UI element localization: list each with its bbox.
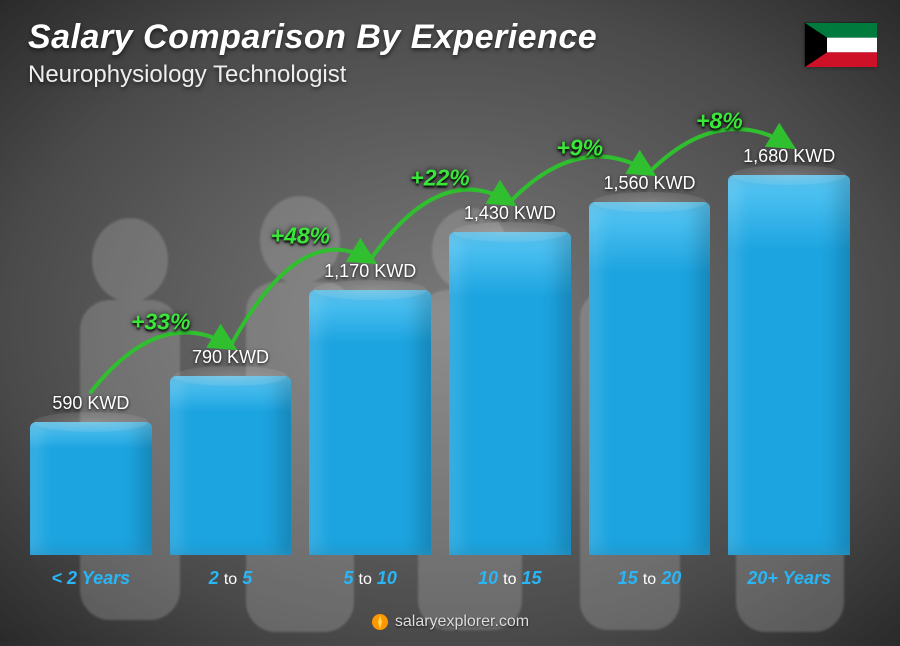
kuwait-flag-icon <box>804 22 876 66</box>
bar-value-label: 1,430 KWD <box>464 203 556 224</box>
bar <box>309 290 431 555</box>
footer-site-text: salaryexplorer.com <box>395 613 529 631</box>
x-axis-label: 20+ Years <box>728 568 850 589</box>
bar-value-label: 1,680 KWD <box>743 146 835 167</box>
bar-slot: 790 KWD <box>170 347 292 555</box>
bar-value-label: 1,170 KWD <box>324 261 416 282</box>
bar-slot: 1,430 KWD <box>449 203 571 555</box>
x-axis-label: 15 to 20 <box>589 568 711 589</box>
bar-slot: 1,560 KWD <box>589 173 711 555</box>
x-axis-label: < 2 Years <box>30 568 152 589</box>
increase-pct-label: +8% <box>696 108 743 135</box>
bar-value-label: 1,560 KWD <box>604 173 696 194</box>
compass-logo-icon <box>371 613 389 631</box>
chart-subtitle: Neurophysiology Technologist <box>28 61 800 89</box>
bar <box>30 422 152 555</box>
bar <box>728 175 850 555</box>
bar <box>170 376 292 555</box>
increase-pct-label: +22% <box>410 165 469 192</box>
bar-slot: 1,170 KWD <box>309 261 431 555</box>
increase-pct-label: +48% <box>271 223 330 250</box>
x-axis-label: 10 to 15 <box>449 568 571 589</box>
bar-value-label: 790 KWD <box>192 347 269 368</box>
header: Salary Comparison By Experience Neurophy… <box>28 18 800 89</box>
chart-title: Salary Comparison By Experience <box>28 18 800 57</box>
bar <box>449 232 571 555</box>
increase-pct-label: +33% <box>131 309 190 336</box>
increase-pct-label: +9% <box>556 135 603 162</box>
bar-value-label: 590 KWD <box>52 393 129 414</box>
x-axis-label: 2 to 5 <box>170 568 292 589</box>
x-axis-label: 5 to 10 <box>309 568 431 589</box>
bar-slot: 590 KWD <box>30 393 152 555</box>
bar <box>589 202 711 555</box>
bar-slot: 1,680 KWD <box>728 146 850 555</box>
footer: salaryexplorer.com <box>0 613 900 631</box>
bar-chart: 590 KWD 790 KWD 1,170 KWD 1,430 KWD 1,560 KW… <box>30 101 850 581</box>
